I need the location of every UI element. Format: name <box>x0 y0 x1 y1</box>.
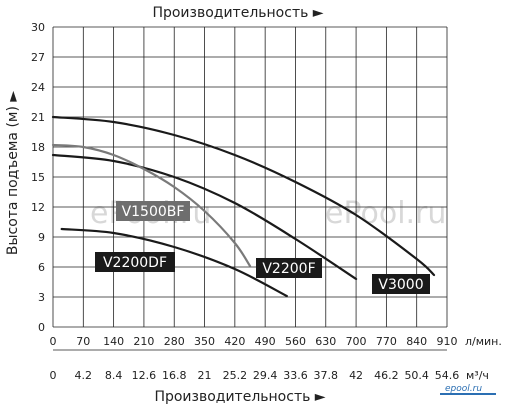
x-tick-label-top: 140 <box>103 335 124 348</box>
x-tick-label-bottom: 25.2 <box>223 369 248 382</box>
y-axis-title: Высота подъема (м) ► <box>5 91 21 256</box>
x-tick-label-top: 490 <box>255 335 276 348</box>
series-line-v2200df <box>60 227 288 298</box>
x-tick-label-bottom: 12.6 <box>132 369 157 382</box>
x-tick-label-bottom: 37.8 <box>314 369 339 382</box>
x-tick-label-bottom: 4.2 <box>75 369 93 382</box>
chart-title-top: Производительность ► <box>152 5 323 21</box>
series-label-text: V2200F <box>262 261 315 277</box>
y-tick-label: 6 <box>38 261 45 274</box>
x-tick-labels-top: 0 70 140 210 280 350 420 490 560 630 700 770 840 910 <box>50 335 458 348</box>
x-tick-label-bottom: 16.8 <box>162 369 187 382</box>
x-tick-label-top: 350 <box>194 335 215 348</box>
watermark-right: ePool.ru <box>325 196 446 231</box>
y-tick-label: 9 <box>38 231 45 244</box>
series-line-v1500bf <box>51 143 252 268</box>
series-label-text: V2200DF <box>103 255 167 271</box>
x-tick-label-top: 560 <box>285 335 306 348</box>
x-tick-label-bottom: 33.6 <box>283 369 308 382</box>
x-unit-top: л/мин. <box>465 335 502 348</box>
x-tick-label-top: 630 <box>315 335 336 348</box>
series-label-box <box>95 252 175 272</box>
x-tick-label-top: 280 <box>164 335 185 348</box>
series-label-v3000: V3000 <box>372 274 430 294</box>
y-tick-label: 3 <box>38 291 45 304</box>
series-label-box <box>116 201 190 221</box>
logo-underline <box>440 393 496 395</box>
y-tick-label: 15 <box>31 171 45 184</box>
x-tick-label-bottom: 46.2 <box>374 369 399 382</box>
x-tick-labels-bottom: 0 4.2 8.4 12.6 16.8 21 25.2 29.4 33.6 37.8 42 46.2 5… <box>50 369 460 382</box>
series-label-text: V1500BF <box>122 204 185 220</box>
y-tick-label: 24 <box>31 81 45 94</box>
y-tick-label: 27 <box>31 51 45 64</box>
y-tick-label: 18 <box>31 141 45 154</box>
x-tick-label-bottom: 50.4 <box>404 369 429 382</box>
series-line-v3000 <box>51 115 436 277</box>
logo-mark: epool.ru <box>440 384 496 395</box>
x-unit-bottom: м³/ч <box>466 369 489 382</box>
performance-curves <box>51 115 436 298</box>
y-tick-label: 0 <box>38 321 45 334</box>
x-tick-label-top: 840 <box>406 335 427 348</box>
x-tick-label-bottom: 42 <box>349 369 363 382</box>
series-line-v2200f <box>51 153 358 281</box>
x-tick-label-top: 420 <box>224 335 245 348</box>
series-label-v2200df: V2200DF <box>95 252 175 272</box>
series-label-box <box>256 258 322 278</box>
x-tick-label-bottom: 8.4 <box>105 369 123 382</box>
series-label-text: V3000 <box>378 277 423 293</box>
x-tick-label-bottom: 54.6 <box>435 369 460 382</box>
x-tick-label-bottom: 0 <box>50 369 57 382</box>
chart-title-bottom: Производительность ► <box>154 389 325 405</box>
logo-text: epool.ru <box>445 384 482 394</box>
x-tick-label-top: 700 <box>346 335 367 348</box>
x-tick-label-bottom: 21 <box>198 369 212 382</box>
y-tick-label: 12 <box>31 201 45 214</box>
series-label-v2200f: V2200F <box>256 258 322 278</box>
x-tick-label-top: 70 <box>76 335 90 348</box>
x-tick-label-top: 210 <box>133 335 154 348</box>
x-tick-label-top: 0 <box>50 335 57 348</box>
x-tick-label-top: 910 <box>437 335 458 348</box>
x-tick-label-top: 770 <box>376 335 397 348</box>
series-label-v1500bf: V1500BF <box>116 201 190 221</box>
y-tick-label: 21 <box>31 111 45 124</box>
series-label-box <box>372 274 430 294</box>
y-tick-labels: 0 3 6 9 12 15 18 21 24 27 30 <box>31 21 45 334</box>
y-tick-label: 30 <box>31 21 45 34</box>
x-tick-label-bottom: 29.4 <box>253 369 278 382</box>
series-labels: V3000 V2200F V1500BF V2200DF <box>95 201 430 294</box>
